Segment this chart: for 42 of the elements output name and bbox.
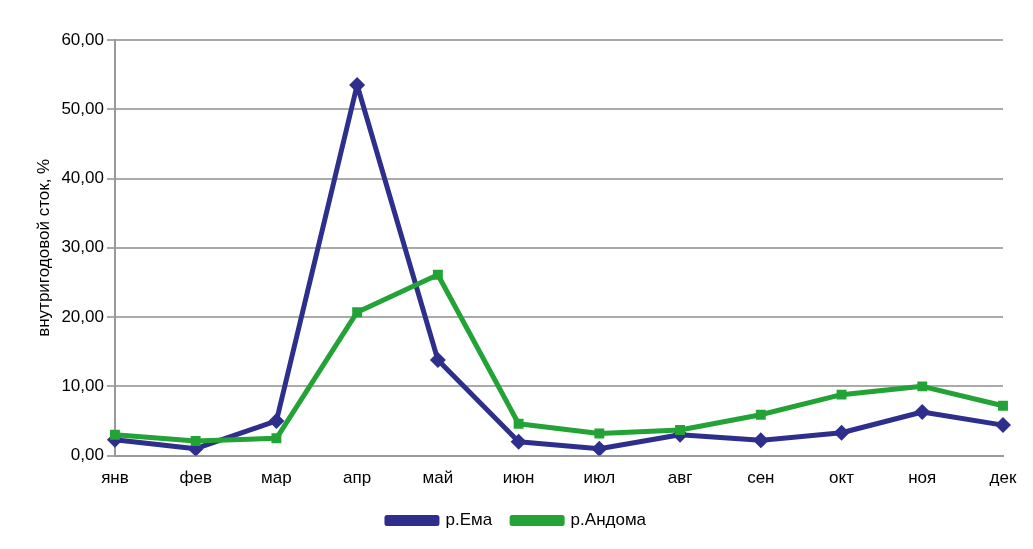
- point: [109, 429, 120, 440]
- y-tick-label: 60,00: [61, 29, 104, 49]
- x-tick-label: окт: [829, 468, 855, 488]
- point: [833, 424, 850, 441]
- y-tick-label: 40,00: [61, 168, 104, 188]
- point: [352, 307, 363, 318]
- point: [998, 400, 1008, 411]
- x-tick-label: июн: [502, 468, 535, 488]
- x-tick-label: апр: [343, 468, 372, 488]
- point: [675, 425, 686, 435]
- point: [755, 409, 766, 420]
- point: [513, 418, 524, 429]
- x-tick-label: июл: [583, 468, 616, 488]
- point: [594, 428, 605, 439]
- point: [995, 417, 1011, 434]
- point: [917, 381, 928, 392]
- point: [752, 432, 769, 449]
- x-tick-label: фев: [179, 468, 212, 488]
- x-tick-label: ноя: [908, 468, 937, 488]
- y-tick-label: 0,00: [70, 445, 104, 465]
- y-tick-label: 30,00: [61, 237, 104, 257]
- legend-label: р.Ема: [445, 510, 493, 530]
- point: [836, 389, 847, 400]
- point: [429, 352, 446, 369]
- point: [190, 436, 201, 446]
- x-tick-label: янв: [101, 468, 129, 488]
- x-tick-label: сен: [747, 468, 775, 488]
- point: [271, 433, 282, 444]
- point: [432, 269, 443, 280]
- x-tick-label: дек: [989, 468, 1017, 488]
- point: [591, 440, 608, 456]
- y-tick-label: 10,00: [61, 376, 104, 396]
- point: [510, 433, 527, 450]
- y-tick-label: 20,00: [61, 306, 104, 326]
- x-tick-label: авг: [667, 468, 693, 488]
- point: [268, 412, 285, 429]
- y-axis-title: внутригодовой сток, %: [33, 158, 53, 337]
- point: [914, 403, 931, 420]
- x-tick-label: мар: [261, 468, 292, 488]
- x-tick-label: май: [422, 468, 454, 488]
- y-tick-label: 50,00: [61, 98, 104, 118]
- legend-label: р.Андома: [570, 510, 647, 530]
